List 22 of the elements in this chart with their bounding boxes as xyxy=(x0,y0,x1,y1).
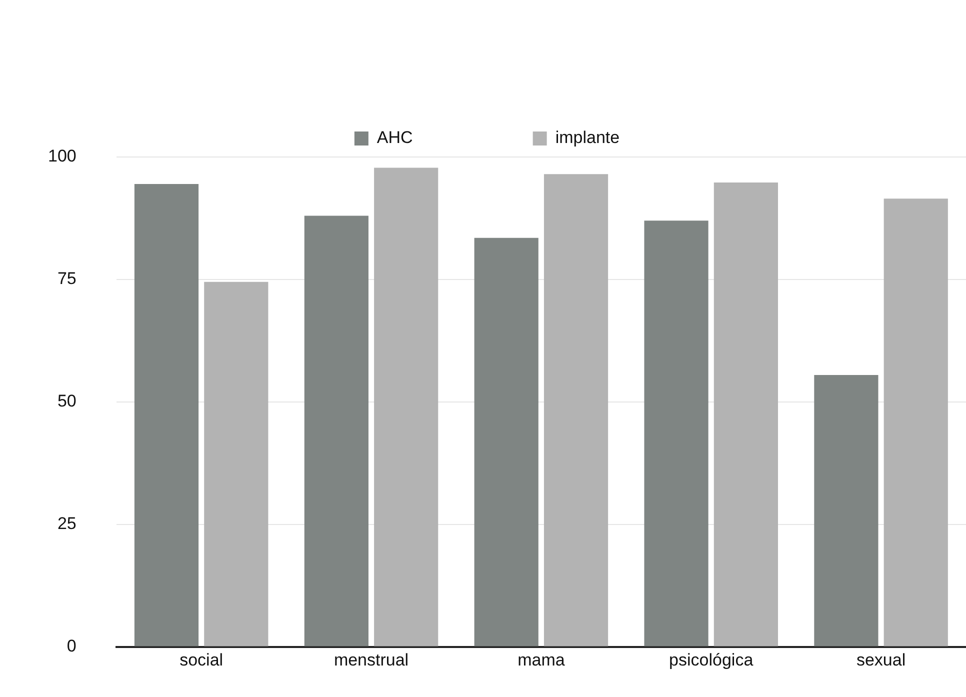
x-tick-label: mama xyxy=(518,650,566,670)
y-tick-label: 0 xyxy=(66,636,76,656)
y-tick-label: 25 xyxy=(57,514,76,534)
bar xyxy=(814,374,878,646)
y-tick-label: 75 xyxy=(57,269,76,288)
bar xyxy=(884,198,948,646)
legend-label: implante xyxy=(555,128,620,148)
y-tick-label: 50 xyxy=(57,392,76,411)
bar xyxy=(714,182,778,646)
bar xyxy=(644,220,708,646)
bar xyxy=(304,216,368,646)
y-tick-label: 100 xyxy=(48,146,76,166)
x-tick-label: menstrual xyxy=(334,650,409,670)
bar xyxy=(134,184,199,646)
legend-label: AHC xyxy=(376,128,413,148)
bar xyxy=(204,282,268,646)
x-tick-label: sexual xyxy=(856,650,906,670)
x-tick-label: psicológica xyxy=(669,650,754,670)
bar xyxy=(544,174,608,646)
x-tick-label: social xyxy=(180,650,224,670)
bar xyxy=(474,238,538,646)
bar xyxy=(374,168,438,646)
